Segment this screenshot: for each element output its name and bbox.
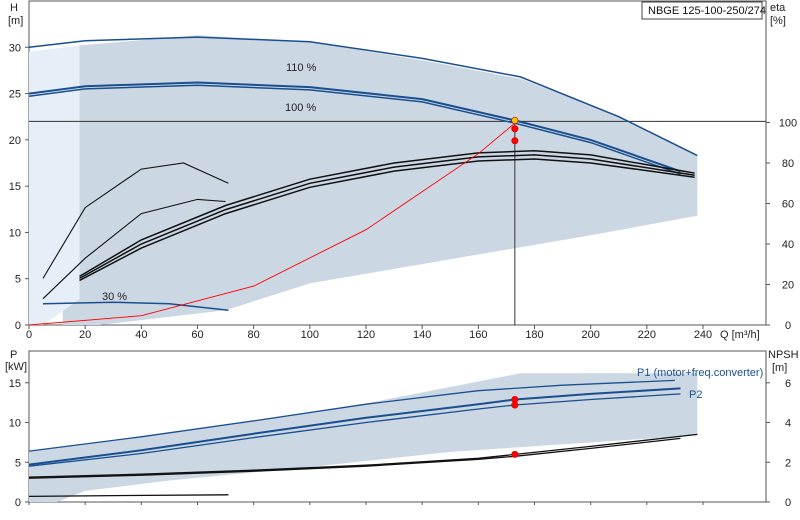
- top-y-tick-label: 0: [15, 320, 21, 332]
- bottom-plot-frame: [28, 350, 767, 503]
- title-box: NBGE 125-100-250/274: [641, 1, 766, 20]
- top-curve-eta_partload: [42, 198, 226, 300]
- top-y2-tick-label: 80: [782, 158, 794, 170]
- bottom-curve-npsh_upper: [28, 433, 698, 478]
- top-x-tick-label: 120: [357, 329, 375, 341]
- top-x-tick-label: 200: [581, 329, 599, 341]
- top-y-tick-label: 10: [9, 227, 21, 239]
- top-x-tick-label: 240: [694, 329, 712, 341]
- bottom-ticks-layer: 0 5 10 15 0 2 4 6: [9, 378, 791, 509]
- bottom-right-axis-label: NPSH: [768, 349, 799, 361]
- top-right-axis-label: eta: [770, 2, 786, 14]
- top-curve-head_100: [28, 81, 681, 173]
- bottom-y2-tick-label: 4: [785, 418, 791, 430]
- top-envelope-light-region: [29, 45, 80, 325]
- bottom-curve-p_30: [28, 494, 229, 498]
- curve-label-30: 30 %: [102, 291, 127, 303]
- top-x-axis-label: Q [m³/h]: [720, 329, 760, 341]
- top-curve-eta_upper: [79, 150, 695, 278]
- top-curve-eta_lower: [79, 158, 695, 282]
- top-curve-head_110: [28, 36, 698, 157]
- bottom-right-axis-unit: [m]: [772, 362, 787, 374]
- series-label-p2: P2: [689, 389, 702, 401]
- bottom-duty-marker: [511, 401, 519, 409]
- bottom-y2-tick-label: 6: [785, 378, 791, 390]
- top-curve-eta_main: [79, 154, 695, 280]
- bottom-curves-layer: [28, 379, 698, 498]
- top-duty-marker: [511, 116, 519, 124]
- power-npsh-chart: 0 5 10 15 0 2 4 6 P [kW] NPSH [m] P1 (motor+fre…: [5, 349, 799, 509]
- curve-label-110: 110 %: [286, 62, 317, 74]
- top-y-tick-label: 5: [15, 274, 21, 286]
- top-x-tick-label: 0: [26, 329, 32, 341]
- head-efficiency-chart: 0 20 40 60 80 100 120 140 160 180 200 220 2400510152…: [8, 0, 797, 341]
- bottom-operating-envelope: [29, 373, 698, 502]
- top-markers-layer: [511, 116, 519, 145]
- chart-title: NBGE 125-100-250/274: [648, 5, 766, 17]
- top-x-tick-label: 140: [413, 329, 431, 341]
- top-x-tick-label: 220: [638, 329, 656, 341]
- bottom-curve-npsh_main: [28, 437, 681, 479]
- top-curves-layer: [28, 36, 698, 326]
- top-duty-marker: [511, 125, 519, 133]
- top-y2-tick-label: 40: [782, 239, 794, 251]
- bottom-y-tick-label: 0: [15, 497, 21, 509]
- bottom-curve-p2_100: [28, 393, 681, 467]
- bottom-curve-p1_110: [28, 379, 675, 452]
- top-operating-envelope: [29, 35, 698, 325]
- bottom-left-axis-label: P: [10, 349, 17, 361]
- top-envelope-layer: [29, 35, 698, 325]
- bottom-curve-p1_100: [28, 387, 681, 466]
- top-y2-tick-label: 60: [782, 199, 794, 211]
- bottom-y2-tick-label: 2: [785, 457, 791, 469]
- top-y-tick-label: 25: [9, 89, 21, 101]
- bottom-y-tick-label: 5: [15, 457, 21, 469]
- top-curve-head_30: [42, 301, 229, 311]
- top-x-tick-label: 40: [135, 329, 147, 341]
- top-curve-eta_partload_2: [42, 162, 229, 279]
- top-x-tick-label: 100: [301, 329, 319, 341]
- top-y-tick-label: 30: [9, 42, 21, 54]
- top-x-tick-label: 180: [525, 329, 543, 341]
- bottom-envelope-layer: [29, 373, 698, 502]
- bottom-duty-marker: [511, 450, 519, 458]
- top-ticks-layer: 0 20 40 60 80 100 120 140 160 180 200 220 2400510152…: [9, 42, 797, 341]
- top-x-tick-label: 60: [191, 329, 203, 341]
- bottom-left-axis-unit: [kW]: [5, 361, 27, 373]
- top-y2-tick-label: 100: [779, 118, 797, 130]
- top-x-tick-label: 160: [469, 329, 487, 341]
- bottom-markers-layer: [511, 395, 519, 458]
- top-y2-tick-label: 20: [782, 280, 794, 292]
- curve-label-100: 100 %: [285, 102, 316, 114]
- top-x-tick-label: 80: [248, 329, 260, 341]
- bottom-y-tick-label: 10: [9, 418, 21, 430]
- top-y2-tick-label: 0: [785, 320, 791, 332]
- top-right-axis-unit: [%]: [770, 15, 786, 27]
- top-curve-head_100_b: [28, 84, 681, 175]
- top-y-tick-label: 20: [9, 135, 21, 147]
- top-y-tick-label: 15: [9, 181, 21, 193]
- top-x-tick-label: 20: [79, 329, 91, 341]
- series-label-p1: P1 (motor+freq.converter): [637, 367, 763, 379]
- bottom-y2-tick-label: 0: [785, 497, 791, 509]
- top-left-axis-label: H: [10, 2, 18, 14]
- top-duty-marker: [511, 137, 519, 145]
- top-left-axis-unit: [m]: [8, 15, 23, 27]
- bottom-y-tick-label: 15: [9, 378, 21, 390]
- top-curve-system_curve: [28, 122, 516, 326]
